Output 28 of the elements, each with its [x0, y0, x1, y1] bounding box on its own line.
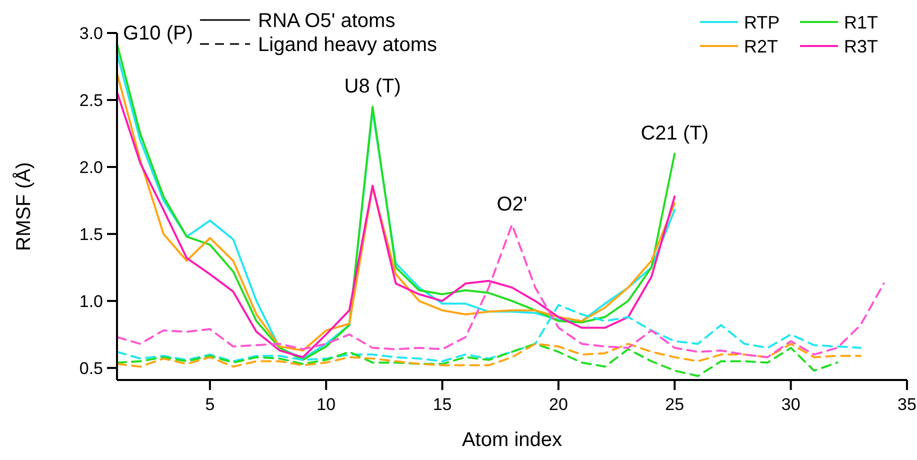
x-tick-label: 25 — [665, 395, 684, 414]
line-series — [116, 342, 862, 368]
x-tick-label: 5 — [205, 395, 215, 414]
legend-label: R3T — [844, 36, 878, 56]
x-axis-title: Atom index — [462, 429, 562, 451]
line-series — [116, 224, 885, 358]
annotation: Ligand heavy atoms — [258, 34, 438, 56]
annotation: O2' — [496, 194, 528, 216]
text: RNA O5' atoms — [258, 10, 396, 32]
x-tick-label: 10 — [316, 395, 336, 414]
annotation: C21 (T) — [640, 122, 709, 145]
x-tick-label: 30 — [781, 395, 800, 414]
annotation: U8 (T) — [344, 76, 401, 98]
y-tick-label: 1.5 — [79, 224, 103, 244]
line-series — [116, 342, 838, 377]
legend-label: R2T — [744, 36, 778, 56]
x-tick-label: 35 — [898, 395, 916, 414]
y-tick-label: 0.5 — [79, 358, 103, 378]
y-tick-label: 2.0 — [79, 158, 103, 177]
legend-label: RTP — [744, 12, 780, 32]
annotation: G10 (P) — [123, 22, 194, 45]
y-tick-label: 1.0 — [79, 292, 103, 311]
x-tick-label: 15 — [432, 395, 452, 414]
legend-label: R1T — [844, 12, 878, 32]
y-tick-label: 2.5 — [79, 90, 103, 110]
x-tick-label: 20 — [549, 395, 568, 414]
y-tick-label: 3.0 — [79, 24, 103, 43]
y-axis-title: RMSF (Å) — [12, 162, 35, 251]
